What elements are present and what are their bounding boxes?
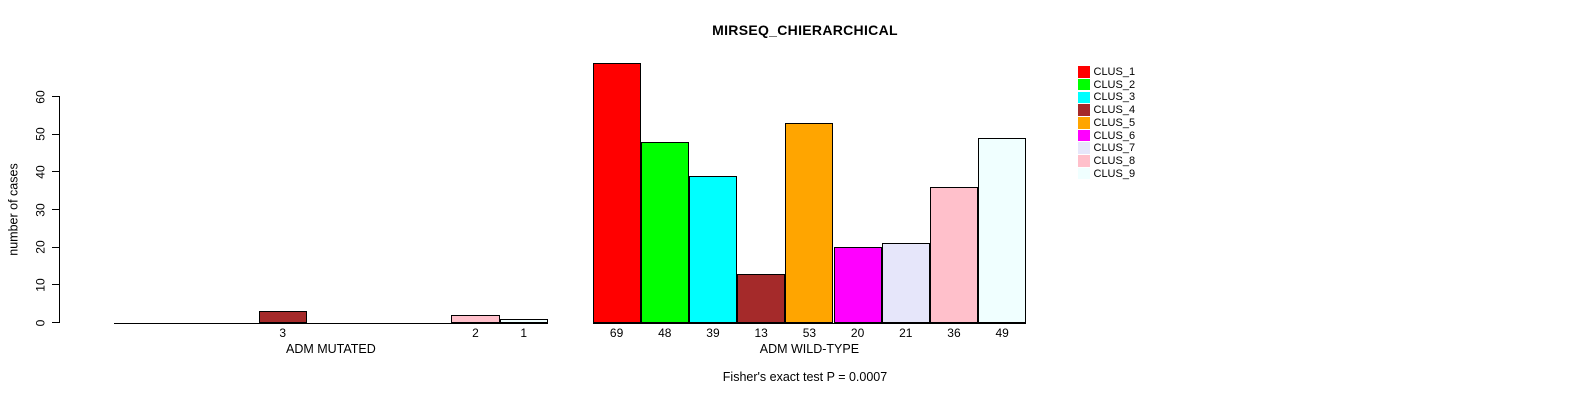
bar-clus_6: [833, 247, 882, 324]
legend-item-clus_2: CLUS_2: [1078, 79, 1135, 91]
y-tick: [52, 171, 59, 173]
legend-label: CLUS_9: [1093, 167, 1136, 180]
bar-clus_1: [592, 62, 641, 324]
y-tick-label: 30: [33, 202, 48, 217]
legend-swatch-clus_9: [1078, 167, 1090, 180]
bar-value-label: 39: [706, 326, 720, 340]
legend-label: CLUS_5: [1093, 116, 1136, 129]
y-tick: [52, 284, 59, 286]
legend-item-clus_6: CLUS_6: [1078, 130, 1135, 142]
chart-title: MIRSEQ_CHIERARCHICAL: [712, 22, 898, 38]
legend-label: CLUS_7: [1093, 142, 1136, 155]
legend-item-clus_3: CLUS_3: [1078, 91, 1135, 103]
y-axis-title: number of cases: [6, 163, 21, 256]
bar-clus_9: [978, 138, 1027, 324]
y-tick: [52, 133, 59, 135]
legend-swatch-clus_8: [1078, 155, 1090, 167]
legend-item-clus_9: CLUS_9: [1078, 168, 1135, 180]
bar-clus_8: [929, 187, 979, 324]
legend-item-clus_5: CLUS_5: [1078, 117, 1135, 129]
legend-swatch-clus_7: [1078, 142, 1090, 154]
bar-value-label: 1: [520, 326, 528, 340]
bar-value-label: 2: [472, 326, 479, 340]
bar-clus_3: [688, 175, 738, 324]
bar-value-label: 20: [850, 326, 865, 340]
y-tick: [52, 246, 59, 248]
legend-swatch-clus_1: [1078, 66, 1090, 78]
legend-label: CLUS_4: [1093, 104, 1136, 117]
bar-clus_2: [640, 141, 689, 324]
legend-swatch-clus_5: [1078, 117, 1090, 129]
fisher-test-annotation: Fisher's exact test P = 0.0007: [722, 370, 888, 384]
legend-label: CLUS_2: [1093, 78, 1136, 91]
bar-clus_8: [451, 314, 500, 324]
bar-value-label: 36: [947, 326, 961, 340]
y-tick-label: 10: [33, 278, 48, 292]
bar-value-label: 3: [279, 326, 287, 340]
legend-item-clus_4: CLUS_4: [1078, 104, 1135, 116]
legend-label: CLUS_6: [1093, 129, 1136, 142]
group-label: ADM MUTATED: [285, 342, 376, 356]
bar-clus_9: [499, 318, 548, 324]
bar-clus_4: [737, 273, 786, 324]
y-tick: [52, 322, 59, 323]
group-label: ADM WILD-TYPE: [759, 342, 860, 356]
legend-item-clus_8: CLUS_8: [1078, 155, 1135, 167]
bar-value-label: 48: [658, 326, 672, 340]
group-baseline: [114, 322, 548, 324]
legend-item-clus_1: CLUS_1: [1078, 66, 1135, 78]
bar-value-label: 53: [802, 326, 817, 340]
y-tick: [52, 209, 59, 211]
legend-swatch-clus_6: [1078, 129, 1090, 142]
bar-value-label: 69: [609, 326, 624, 340]
legend-label: CLUS_8: [1093, 154, 1136, 167]
bar-value-label: 49: [995, 326, 1009, 340]
bar-clus_4: [258, 311, 307, 324]
legend-label: CLUS_3: [1093, 91, 1136, 104]
legend-item-clus_7: CLUS_7: [1078, 142, 1135, 154]
bar-clus_7: [881, 243, 930, 324]
legend-swatch-clus_4: [1078, 104, 1090, 116]
y-tick-label: 20: [33, 240, 48, 254]
legend-label: CLUS_1: [1093, 66, 1136, 78]
bar-value-label: 21: [899, 326, 913, 340]
bar-value-label: 13: [754, 326, 768, 340]
legend-swatch-clus_3: [1078, 91, 1090, 104]
y-axis-line: [59, 96, 60, 323]
legend-swatch-clus_2: [1078, 78, 1090, 91]
y-tick-label: 60: [33, 90, 48, 104]
y-tick: [52, 96, 59, 98]
y-tick-label: 50: [33, 127, 48, 142]
y-tick-label: 0: [33, 319, 48, 326]
y-tick-label: 40: [33, 165, 48, 179]
bar-clus_5: [785, 123, 834, 324]
